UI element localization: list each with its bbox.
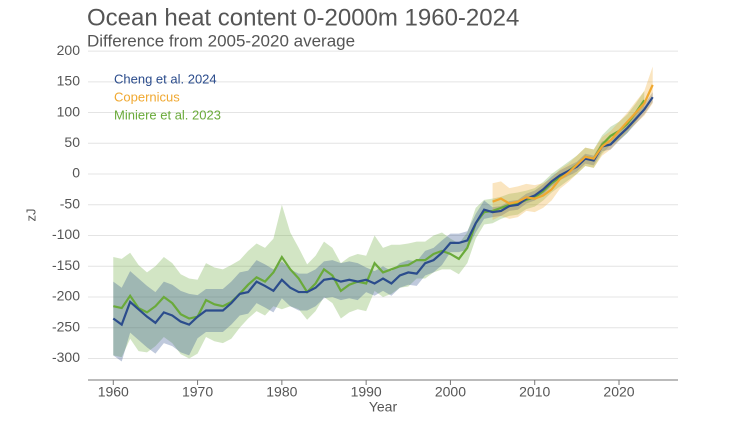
y-tick-label: -250	[52, 318, 80, 334]
y-tick-label: -50	[60, 195, 80, 211]
series-line	[112, 96, 654, 327]
x-axis-label: Year	[369, 399, 398, 415]
x-tick-label: 1980	[266, 384, 297, 400]
y-tick-label: 0	[72, 165, 80, 181]
x-tick-label: 2000	[435, 384, 466, 400]
series-line	[492, 84, 654, 205]
y-tick-label: 150	[57, 73, 81, 89]
y-tick-label: 50	[64, 134, 80, 150]
x-tick-label: 1960	[98, 384, 129, 400]
x-tick-label: 1970	[182, 384, 213, 400]
y-tick-label: -300	[52, 349, 80, 365]
y-axis-label: zJ	[23, 209, 38, 222]
chart-subtitle: Difference from 2005-2020 average	[87, 31, 355, 50]
chart-title: Ocean heat content 0-2000m 1960-2024	[87, 4, 519, 31]
x-tick-label: 2020	[603, 384, 634, 400]
series-line	[113, 99, 646, 320]
x-tick-label: 1990	[351, 384, 382, 400]
y-tick-label: -150	[52, 257, 80, 273]
y-tick-label: 200	[57, 42, 81, 58]
y-tick-label: -100	[52, 226, 80, 242]
y-tick-label: 100	[57, 103, 81, 119]
y-tick-label: -200	[52, 288, 80, 304]
x-tick-label: 2010	[519, 384, 550, 400]
uncertainty-band	[113, 92, 653, 362]
legend-entry: Copernicus	[114, 89, 180, 104]
legend-entry: Cheng et al. 2024	[114, 71, 217, 86]
legend-entry: Miniere et al. 2023	[114, 107, 221, 122]
